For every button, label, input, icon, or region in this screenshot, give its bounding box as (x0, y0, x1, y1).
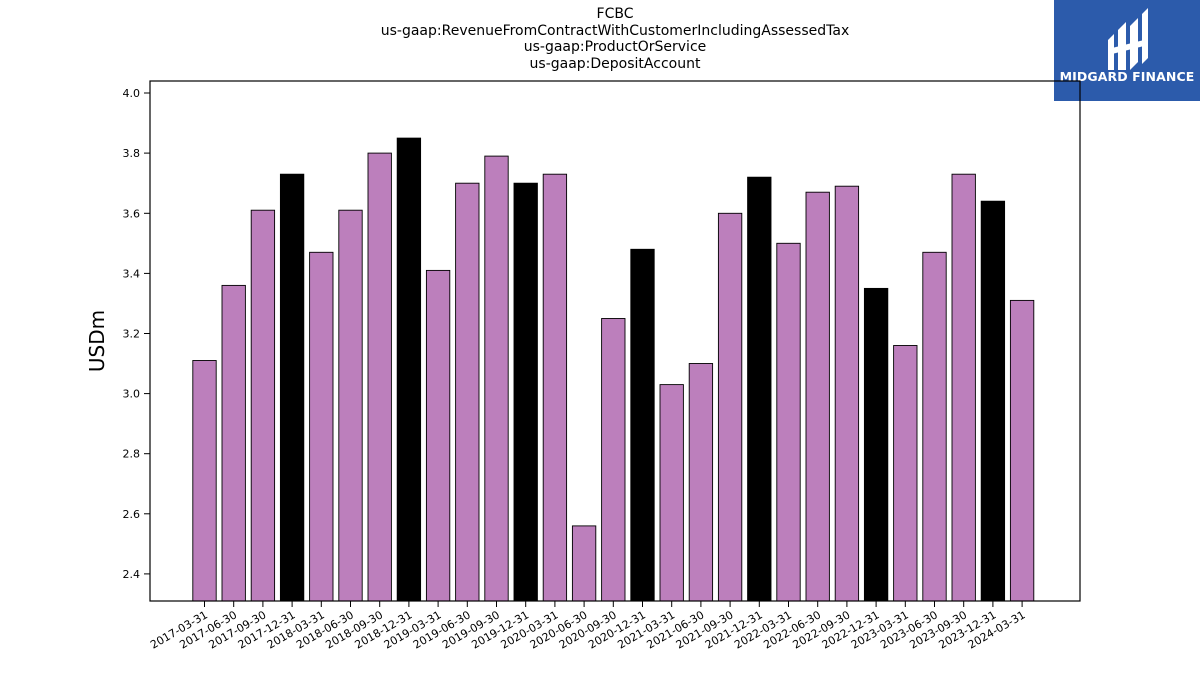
bar-2022-06-30 (805, 191, 830, 602)
chart-title: FCBC us-gaap:RevenueFromContractWithCust… (150, 6, 1080, 72)
logo-text: MIDGARD FINANCE (1059, 69, 1195, 84)
chart-title-line: us-gaap:ProductOrService (523, 39, 707, 55)
y-tick-label: 3.0 (123, 388, 141, 401)
bar-2017-12-31 (279, 173, 305, 602)
bar-2021-06-30 (688, 363, 714, 602)
y-axis: 2.4 2.6 2.8 3.0 3.2 3.4 3.6 3.8 4.0 (123, 87, 150, 581)
chart-title-line: us-gaap:RevenueFromContractWithCustomerI… (380, 22, 850, 39)
bar-2022-12-31 (863, 287, 889, 602)
y-axis-label: USDm (85, 310, 109, 372)
y-tick-label: 2.8 (123, 448, 141, 461)
y-tick-label: 2.4 (123, 568, 141, 581)
bar-2018-03-31 (309, 251, 334, 602)
bar-2019-09-30 (484, 155, 509, 602)
chart-title-line: FCBC (596, 6, 634, 22)
bar-2021-09-30 (717, 212, 743, 602)
bar-2017-06-30 (221, 284, 246, 602)
x-axis: 2017-03-312017-06-302017-09-302017-12-31… (148, 601, 1028, 652)
bar-2021-12-31 (747, 176, 772, 602)
bars-group (192, 137, 1035, 602)
bar-2017-03-31 (192, 360, 217, 602)
midgard-finance-logo: MIDGARD FINANCE (1054, 0, 1200, 101)
bar-2020-03-31 (542, 173, 568, 602)
bar-2018-06-30 (338, 209, 363, 602)
bar-2019-06-30 (455, 182, 480, 602)
bar-2023-03-31 (893, 345, 918, 602)
bar-2021-03-31 (659, 384, 684, 602)
bar-2019-12-31 (513, 182, 538, 602)
chart-title-line: us-gaap:DepositAccount (529, 55, 701, 72)
y-tick-label: 3.8 (123, 147, 141, 160)
y-tick-label: 3.4 (123, 267, 141, 280)
bar-2022-09-30 (834, 185, 860, 602)
bar-2023-06-30 (922, 251, 947, 602)
bar-2022-03-31 (776, 242, 801, 602)
bar-2024-03-31 (1009, 299, 1035, 602)
bar-2019-03-31 (425, 269, 451, 602)
bar-2018-09-30 (367, 152, 392, 602)
y-tick-label: 3.2 (123, 328, 141, 341)
bar-2017-09-30 (250, 209, 276, 602)
bar-2020-12-31 (630, 248, 655, 602)
y-tick-label: 2.6 (123, 508, 141, 521)
y-tick-label: 4.0 (123, 87, 141, 100)
bar-2023-09-30 (951, 173, 976, 602)
logo-mark-icon (1108, 8, 1148, 70)
y-tick-label: 3.6 (123, 207, 141, 220)
plot-frame (149, 80, 1081, 602)
bar-2020-06-30 (571, 525, 597, 602)
bar-2020-09-30 (601, 318, 626, 602)
bar-2018-12-31 (396, 137, 422, 602)
bar-2023-12-31 (980, 200, 1006, 602)
